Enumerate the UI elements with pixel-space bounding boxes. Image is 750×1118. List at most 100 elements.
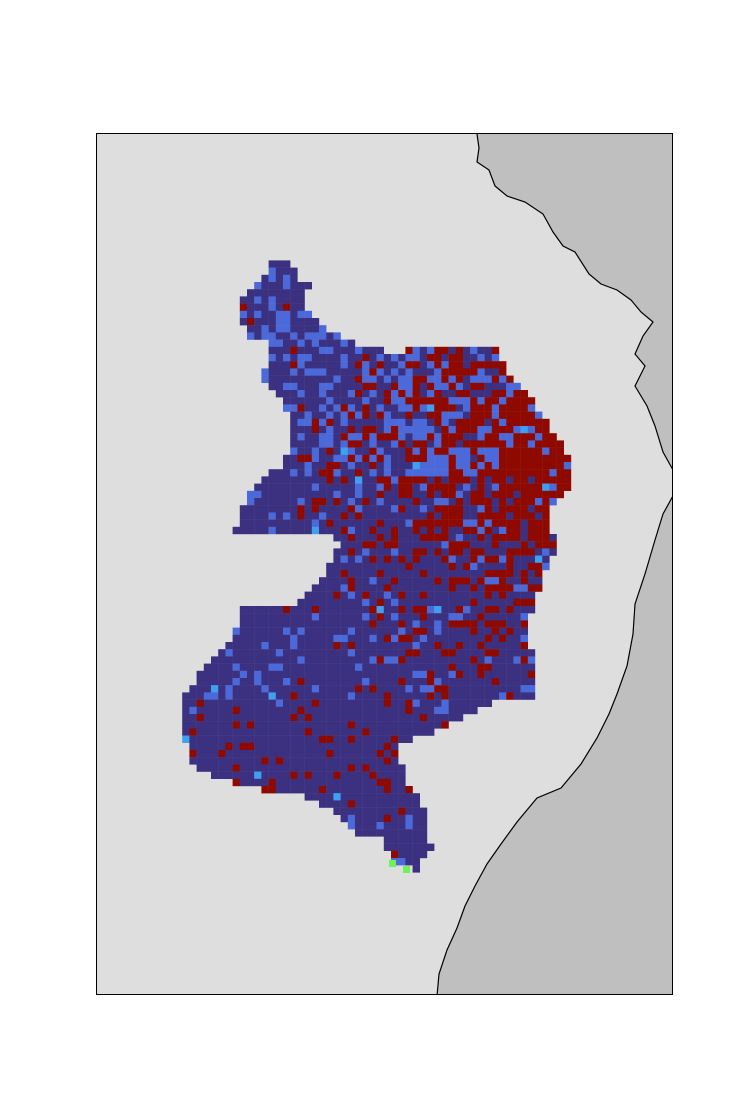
raster-cell — [419, 418, 428, 427]
raster-cell — [499, 404, 507, 412]
raster-cell — [455, 670, 464, 679]
raster-cell — [448, 433, 456, 441]
raster-cell — [376, 721, 384, 729]
raster-cell — [218, 757, 226, 765]
raster-cell — [290, 685, 298, 693]
raster-cell — [556, 490, 564, 499]
raster-cell — [448, 519, 456, 527]
raster-cell — [225, 663, 233, 671]
raster-cell — [247, 750, 255, 758]
raster-cell — [311, 397, 320, 405]
raster-cell — [376, 512, 384, 520]
raster-cell — [391, 706, 399, 715]
raster-cell — [491, 440, 500, 448]
raster-cell — [347, 483, 356, 491]
raster-cell — [311, 678, 320, 686]
raster-cell — [477, 634, 485, 643]
raster-cell — [347, 426, 356, 434]
raster-cell — [268, 663, 276, 671]
raster-cell — [347, 390, 356, 398]
raster-cell — [304, 462, 312, 470]
raster-cell — [434, 692, 442, 700]
raster-cell — [340, 562, 348, 571]
raster-cell — [311, 663, 320, 671]
raster-cell — [455, 606, 464, 614]
raster-cell — [484, 670, 492, 679]
raster-cell — [355, 346, 363, 355]
raster-cell — [369, 620, 377, 628]
raster-cell — [290, 397, 298, 405]
raster-cell — [470, 447, 478, 455]
raster-cell — [477, 606, 485, 614]
raster-cell — [247, 656, 255, 664]
raster-cell — [491, 584, 500, 592]
raster-cell — [542, 562, 550, 571]
raster-cell — [535, 469, 543, 477]
raster-cell — [535, 562, 543, 571]
raster-cell — [484, 699, 492, 707]
raster-cell — [297, 404, 305, 412]
raster-cell — [412, 685, 420, 693]
raster-cell — [398, 570, 406, 578]
raster-cell — [182, 706, 190, 715]
raster-cell — [463, 613, 471, 621]
raster-cell — [412, 649, 420, 657]
raster-cell — [261, 498, 269, 506]
raster-cell — [362, 721, 370, 729]
raster-cell — [391, 570, 399, 578]
raster-cell — [448, 692, 456, 700]
raster-cell — [441, 454, 449, 463]
raster-cell — [398, 678, 406, 686]
raster-cell — [297, 368, 305, 376]
raster-cell — [225, 699, 233, 707]
raster-cell — [347, 627, 356, 635]
raster-cell — [513, 526, 521, 535]
raster-cell — [484, 512, 492, 520]
raster-cell — [369, 570, 377, 578]
raster-cell — [355, 793, 363, 801]
raster-cell — [362, 570, 370, 578]
raster-cell — [297, 447, 305, 455]
raster-cell — [355, 670, 363, 679]
raster-cell — [419, 354, 428, 362]
raster-cell — [520, 454, 528, 463]
raster-cell — [254, 656, 262, 664]
raster-cell — [542, 483, 550, 491]
raster-cell — [398, 555, 406, 563]
raster-cell — [477, 692, 485, 700]
raster-cell — [506, 411, 514, 419]
raster-cell — [319, 728, 327, 736]
raster-cell — [398, 786, 406, 794]
raster-cell — [391, 469, 399, 477]
raster-cell — [398, 634, 406, 643]
raster-cell — [383, 397, 392, 405]
raster-cell — [499, 627, 507, 635]
raster-cell — [347, 498, 356, 506]
raster-cell — [520, 606, 528, 614]
raster-cell — [290, 498, 298, 506]
raster-cell — [254, 678, 262, 686]
raster-cell — [326, 692, 334, 700]
raster-cell — [484, 397, 492, 405]
raster-cell — [398, 548, 406, 556]
raster-cell — [383, 771, 392, 779]
raster-cell — [261, 786, 269, 794]
raster-cell — [239, 663, 248, 671]
raster-cell — [448, 382, 456, 391]
raster-cell — [484, 649, 492, 657]
raster-cell — [463, 505, 471, 513]
raster-cell — [383, 706, 392, 715]
raster-cell — [412, 728, 420, 736]
raster-cell — [261, 634, 269, 643]
raster-cell — [283, 361, 291, 369]
raster-cell — [290, 332, 298, 340]
raster-cell — [311, 332, 320, 340]
raster-cell — [427, 706, 435, 715]
raster-cell — [340, 620, 348, 628]
raster-cell — [340, 426, 348, 434]
raster-cell — [419, 382, 428, 391]
raster-cell — [499, 440, 507, 448]
raster-cell — [484, 440, 492, 448]
raster-cell — [304, 498, 312, 506]
raster-cell — [412, 692, 420, 700]
